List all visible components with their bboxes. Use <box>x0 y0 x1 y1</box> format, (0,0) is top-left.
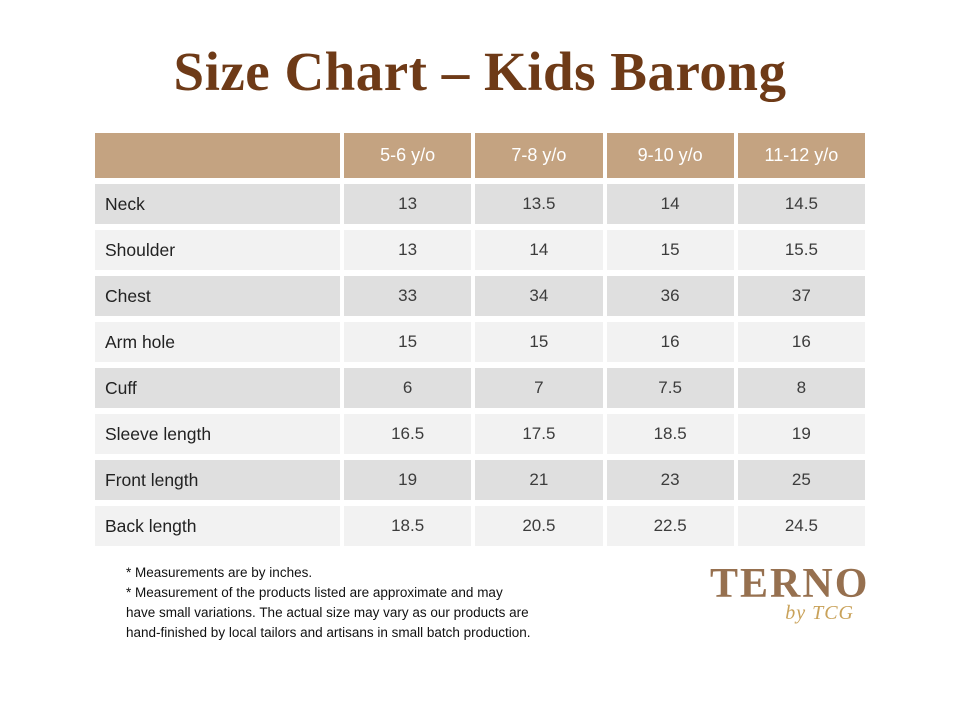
footnote-line-4: hand-finished by local tailors and artis… <box>126 625 531 640</box>
row-label-shoulder: Shoulder <box>95 230 340 270</box>
cell-value: 36 <box>606 276 734 316</box>
cell-value: 6 <box>344 368 472 408</box>
row-label-chest: Chest <box>95 276 340 316</box>
brand-tagline: by TCG <box>785 602 854 624</box>
footnote-line-1: * Measurements are by inches. <box>126 565 313 580</box>
row-label-front-length: Front length <box>95 460 340 500</box>
cell-value: 24.5 <box>737 506 865 546</box>
cell-value: 18.5 <box>606 414 734 454</box>
cell-value: 13 <box>344 184 472 224</box>
cell-value: 20.5 <box>475 506 603 546</box>
footnote-line-2: * Measurement of the products listed are… <box>126 585 503 600</box>
brand-logo: TERNO by TCG <box>710 561 870 624</box>
table-header-5-6: 5-6 y/o <box>344 133 472 178</box>
cell-value: 15.5 <box>737 230 865 270</box>
cell-value: 15 <box>475 322 603 362</box>
cell-value: 16 <box>606 322 734 362</box>
cell-value: 14 <box>475 230 603 270</box>
footnote-line-3: have small variations. The actual size m… <box>126 605 529 620</box>
size-table: 5-6 y/o 7-8 y/o 9-10 y/o 11-12 y/o Neck … <box>95 133 865 546</box>
row-label-back-length: Back length <box>95 506 340 546</box>
cell-value: 17.5 <box>475 414 603 454</box>
cell-value: 7.5 <box>606 368 734 408</box>
cell-value: 14 <box>606 184 734 224</box>
cell-value: 19 <box>344 460 472 500</box>
cell-value: 19 <box>737 414 865 454</box>
cell-value: 14.5 <box>737 184 865 224</box>
cell-value: 15 <box>606 230 734 270</box>
cell-value: 22.5 <box>606 506 734 546</box>
cell-value: 25 <box>737 460 865 500</box>
cell-value: 34 <box>475 276 603 316</box>
cell-value: 7 <box>475 368 603 408</box>
table-header-corner <box>95 133 340 178</box>
cell-value: 13 <box>344 230 472 270</box>
table-header-7-8: 7-8 y/o <box>475 133 603 178</box>
row-label-arm-hole: Arm hole <box>95 322 340 362</box>
cell-value: 16 <box>737 322 865 362</box>
cell-value: 13.5 <box>475 184 603 224</box>
cell-value: 21 <box>475 460 603 500</box>
cell-value: 16.5 <box>344 414 472 454</box>
table-header-9-10: 9-10 y/o <box>606 133 734 178</box>
cell-value: 37 <box>737 276 865 316</box>
brand-name: TERNO <box>710 561 870 607</box>
row-label-neck: Neck <box>95 184 340 224</box>
cell-value: 15 <box>344 322 472 362</box>
row-label-sleeve-length: Sleeve length <box>95 414 340 454</box>
row-label-cuff: Cuff <box>95 368 340 408</box>
cell-value: 8 <box>737 368 865 408</box>
footnotes: * Measurements are by inches. * Measurem… <box>126 563 566 643</box>
page-title: Size Chart – Kids Barong <box>173 41 787 102</box>
cell-value: 33 <box>344 276 472 316</box>
cell-value: 23 <box>606 460 734 500</box>
table-header-11-12: 11-12 y/o <box>737 133 865 178</box>
cell-value: 18.5 <box>344 506 472 546</box>
